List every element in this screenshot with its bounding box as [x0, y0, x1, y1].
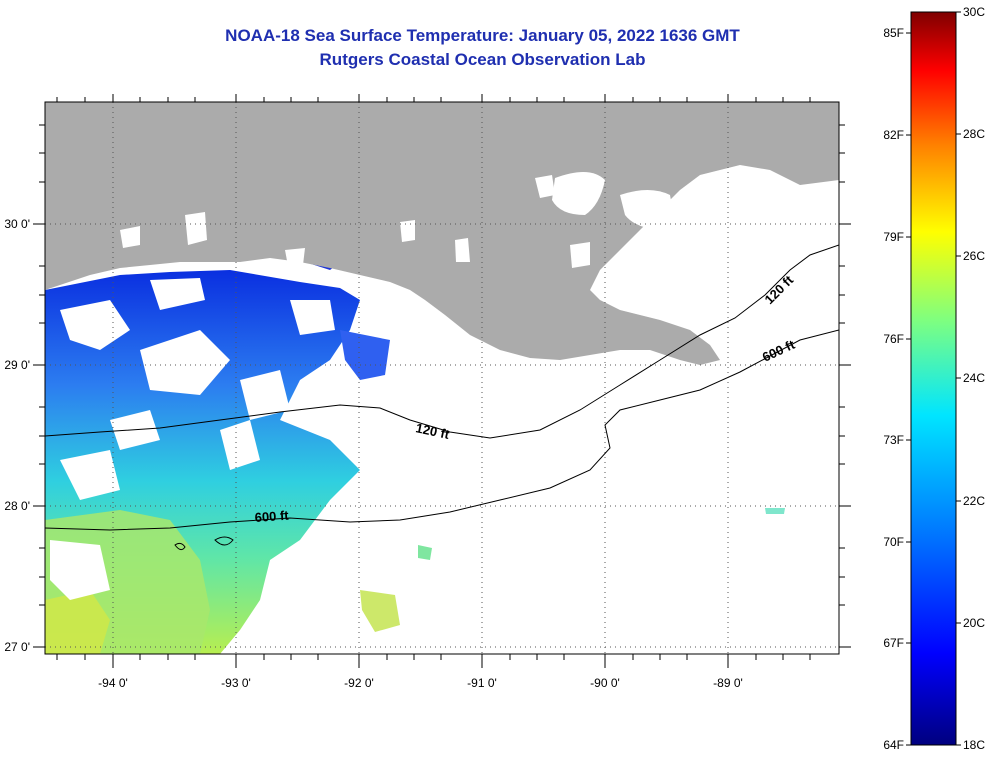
lon-label-93: -93 0' — [221, 676, 251, 690]
lat-label-29: 29 0' — [4, 358, 30, 372]
colorbar: 85F 82F 79F 76F 73F 70F 67F 64F 30C 28C … — [883, 5, 985, 752]
cb-f-73: 73F — [883, 433, 904, 447]
contour-label-120ft-west: 120 ft — [414, 420, 451, 442]
cb-f-85: 85F — [883, 26, 904, 40]
bathymetry-contours — [45, 244, 839, 551]
lat-label-27: 27 0' — [4, 640, 30, 654]
cb-c-18: 18C — [963, 738, 985, 752]
cb-c-24: 24C — [963, 371, 985, 385]
land-mass — [45, 102, 839, 365]
cb-f-64: 64F — [883, 738, 904, 752]
contour-label-600ft-west: 600 ft — [254, 508, 290, 525]
map-area[interactable]: 120 ft 600 ft 120 ft 600 ft — [45, 102, 839, 654]
cb-f-76: 76F — [883, 332, 904, 346]
map-frame — [44, 101, 840, 655]
lat-label-28: 28 0' — [4, 499, 30, 513]
lon-label-90: -90 0' — [590, 676, 620, 690]
lon-label-92: -92 0' — [344, 676, 374, 690]
cb-f-70: 70F — [883, 535, 904, 549]
graticule — [45, 102, 839, 654]
cb-c-28: 28C — [963, 127, 985, 141]
cb-c-20: 20C — [963, 616, 985, 630]
lon-label-94: -94 0' — [98, 676, 128, 690]
cb-f-67: 67F — [883, 636, 904, 650]
map-subtitle: Rutgers Coastal Ocean Observation Lab — [319, 50, 646, 69]
cb-c-22: 22C — [963, 494, 985, 508]
cb-c-30: 30C — [963, 5, 985, 19]
cb-f-82: 82F — [883, 128, 904, 142]
cb-c-26: 26C — [963, 249, 985, 263]
lon-label-91: -91 0' — [467, 676, 497, 690]
cb-f-79: 79F — [883, 230, 904, 244]
lon-label-89: -89 0' — [713, 676, 743, 690]
colorbar-gradient — [910, 11, 957, 746]
lat-label-30: 30 0' — [4, 217, 30, 231]
axis-ticks — [33, 94, 851, 668]
map-title: NOAA-18 Sea Surface Temperature: January… — [225, 26, 740, 45]
